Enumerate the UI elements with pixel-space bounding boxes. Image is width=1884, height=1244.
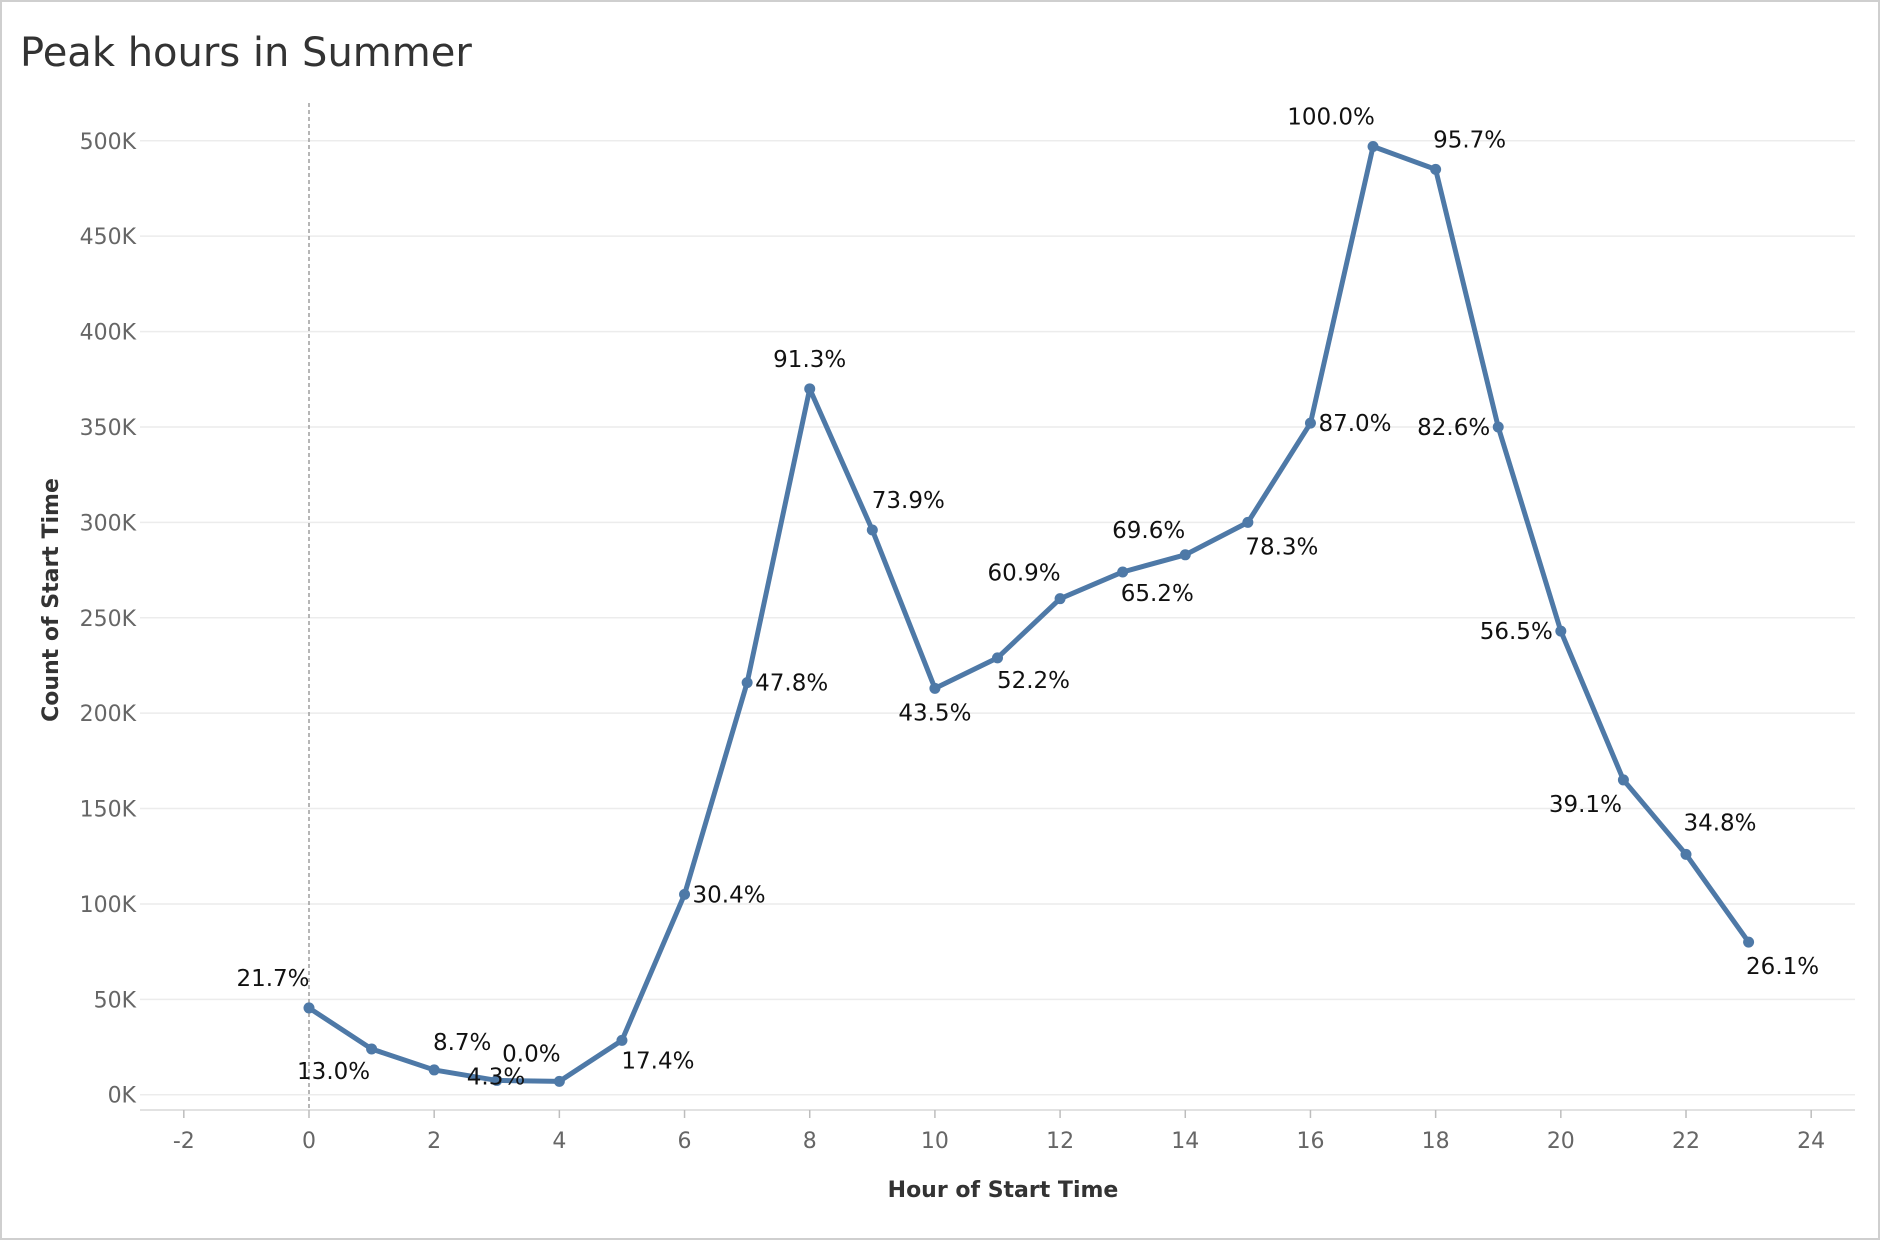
gridlines <box>140 140 1855 1096</box>
data-label: 47.8% <box>755 671 828 697</box>
x-tick-label: 0 <box>302 1129 316 1154</box>
data-points <box>303 141 1755 1087</box>
data-point <box>929 682 941 694</box>
data-label: 21.7% <box>236 966 309 992</box>
y-tick-label: 300K <box>80 511 137 536</box>
y-tick-label: 350K <box>80 416 137 441</box>
data-point <box>741 677 753 689</box>
data-label: 8.7% <box>433 1030 491 1056</box>
data-label: 39.1% <box>1549 792 1622 818</box>
x-tick-label: 20 <box>1547 1129 1575 1154</box>
y-tick-label: 400K <box>80 321 137 346</box>
data-point <box>1555 625 1567 637</box>
data-label: 13.0% <box>297 1059 370 1085</box>
data-label: 52.2% <box>997 668 1070 694</box>
y-tick-label: 200K <box>80 702 137 727</box>
data-point <box>1492 421 1504 433</box>
data-point <box>992 652 1003 664</box>
data-label: 4.3% <box>467 1064 525 1090</box>
data-label: 100.0% <box>1287 105 1375 131</box>
data-labels: 21.7% 13.0% 8.7% 4.3%0.0% 17.4% 30.4% 47.8% 91.… <box>236 105 1819 1091</box>
data-point <box>1054 593 1066 605</box>
data-label: 34.8% <box>1683 810 1756 836</box>
data-label: 69.6% <box>1112 518 1185 544</box>
data-point <box>1367 141 1379 153</box>
data-point <box>679 888 691 900</box>
data-point <box>616 1034 628 1046</box>
data-label: 17.4% <box>621 1048 694 1074</box>
y-tick-label: 150K <box>80 798 137 823</box>
data-label: 0.0% <box>502 1041 560 1067</box>
data-point <box>866 524 878 536</box>
y-tick-label: 100K <box>80 893 137 918</box>
data-label: 95.7% <box>1433 127 1506 153</box>
data-point <box>1179 549 1191 561</box>
x-tick-label: 24 <box>1797 1129 1825 1154</box>
data-label: 65.2% <box>1121 581 1194 607</box>
y-tick-label: 450K <box>80 225 137 250</box>
data-label: 73.9% <box>872 488 945 514</box>
data-point <box>553 1075 565 1087</box>
x-tick-label: 18 <box>1422 1129 1450 1154</box>
data-label: 56.5% <box>1480 619 1553 645</box>
data-label: 30.4% <box>693 882 766 908</box>
y-tick-label: 50K <box>94 988 137 1013</box>
data-point <box>1242 516 1254 528</box>
y-axis: 0K 50K 100K 150K 200K 250K 300K 350K 400K 450K 500… <box>80 130 137 1109</box>
data-point <box>303 1002 315 1014</box>
data-point <box>804 383 816 395</box>
series-line <box>306 144 1752 1084</box>
x-axis: -2 0 2 4 6 8 10 12 14 16 18 20 22 24 <box>140 1109 1855 1154</box>
data-label: 43.5% <box>898 700 971 726</box>
data-label: 60.9% <box>988 561 1061 587</box>
y-tick-label: 250K <box>80 607 137 632</box>
data-point <box>366 1043 378 1055</box>
data-point <box>491 1074 503 1086</box>
x-tick-label: 10 <box>921 1129 949 1154</box>
data-label: 82.6% <box>1417 415 1490 441</box>
x-tick-label: 6 <box>678 1129 692 1154</box>
data-point <box>1117 566 1129 578</box>
data-label: 78.3% <box>1245 534 1318 560</box>
x-tick-label: 2 <box>427 1129 441 1154</box>
y-tick-label: 500K <box>80 130 137 155</box>
x-tick-label: 16 <box>1296 1129 1324 1154</box>
data-label: 87.0% <box>1318 411 1391 437</box>
y-tick-label: 0K <box>108 1084 137 1109</box>
data-point <box>1743 936 1755 948</box>
x-tick-label: 14 <box>1171 1129 1199 1154</box>
x-axis-title: Hour of Start Time <box>888 1178 1119 1203</box>
x-tick-label: 4 <box>552 1129 566 1154</box>
x-tick-label: 22 <box>1672 1129 1700 1154</box>
data-point <box>1617 774 1629 786</box>
data-point <box>1304 417 1316 429</box>
data-label: 91.3% <box>773 347 846 373</box>
data-point <box>1680 848 1692 860</box>
x-tick-label: 12 <box>1046 1129 1074 1154</box>
x-tick-label: -2 <box>173 1129 195 1154</box>
chart-title: Peak hours in Summer <box>20 30 472 76</box>
data-point <box>1430 163 1442 175</box>
y-axis-title: Count of Start Time <box>39 478 64 722</box>
data-point <box>428 1064 440 1076</box>
data-label: 26.1% <box>1746 954 1819 980</box>
x-tick-label: 8 <box>803 1129 817 1154</box>
